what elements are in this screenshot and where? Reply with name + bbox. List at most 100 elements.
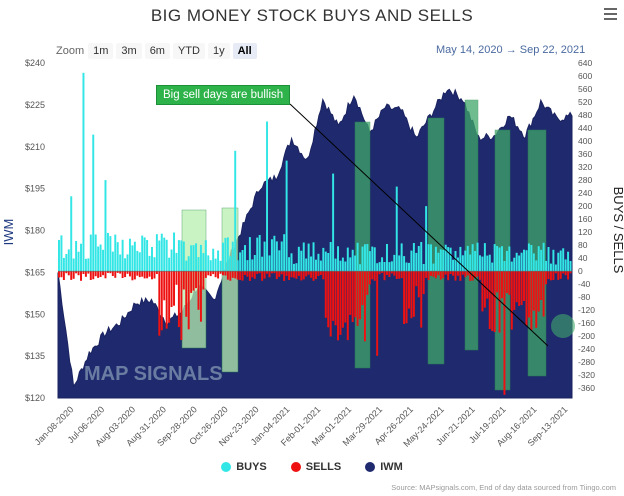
buy-bar [292, 263, 295, 272]
buy-bar [518, 255, 521, 272]
buy-bar [501, 246, 503, 272]
sell-bar [251, 271, 254, 278]
sell-bar [280, 271, 283, 275]
right-tick-label: 80 [578, 240, 588, 250]
buy-bar [300, 250, 303, 272]
sell-bar [567, 271, 570, 280]
sell-bar [92, 271, 95, 280]
sell-bar [89, 271, 92, 280]
sell-bar [417, 271, 420, 298]
sell-bar [148, 271, 151, 277]
sell-bar [464, 271, 467, 278]
sell-bar [532, 271, 535, 311]
sell-bar [187, 271, 190, 330]
sell-bar [248, 271, 251, 281]
sell-bar [155, 271, 158, 274]
legend-iwm-marker [365, 462, 376, 472]
buy-bar [151, 247, 153, 272]
range-to[interactable]: Sep 22, 2021 [519, 44, 586, 56]
sell-bar [518, 271, 521, 306]
buy-bar [449, 247, 452, 272]
buy-bar [332, 173, 335, 272]
sell-bar [393, 271, 396, 276]
sell-bar [337, 271, 339, 341]
sell-bar [454, 271, 457, 281]
buy-bar [231, 241, 234, 272]
buy-bar [244, 245, 246, 272]
legend-buys[interactable]: BUYS [221, 461, 267, 473]
buy-bar [67, 249, 70, 272]
right-tick-label: 200 [578, 201, 592, 211]
sell-bar [444, 271, 447, 275]
zoom-1y-button[interactable]: 1y [207, 43, 230, 59]
buy-bar [383, 262, 386, 272]
sell-bar [569, 271, 572, 274]
chart-menu-icon[interactable] [604, 8, 617, 23]
zoom-1m-button[interactable]: 1m [88, 43, 114, 59]
zoom-3m-button[interactable]: 3m [116, 43, 142, 59]
sell-bar [381, 271, 384, 273]
sell-bar [552, 271, 555, 280]
buy-bar [371, 246, 374, 272]
buy-bar [224, 237, 227, 272]
buy-bar [148, 255, 151, 272]
buy-bar [94, 234, 97, 272]
buy-bar [393, 254, 396, 272]
zoom-all-button[interactable]: All [232, 43, 257, 59]
buy-bar [106, 232, 109, 272]
sell-bar [535, 271, 538, 328]
left-tick-label: $180 [25, 226, 45, 236]
buy-bar [476, 242, 479, 272]
buy-bar [58, 240, 60, 272]
sell-bar [138, 271, 141, 278]
right-tick-label: -280 [578, 357, 595, 367]
sell-bar [102, 271, 105, 276]
range-from[interactable]: May 14, 2020 [436, 44, 503, 56]
sell-bar [349, 271, 352, 315]
sell-bar [253, 271, 256, 279]
sell-bar [146, 271, 149, 279]
sell-bar [300, 271, 303, 281]
buy-bar [163, 237, 166, 272]
buy-bar [173, 232, 175, 272]
buy-bar [346, 247, 349, 272]
buy-bar [496, 246, 499, 272]
sell-bar [486, 271, 489, 299]
buy-bar [236, 260, 239, 272]
sell-bar [439, 271, 442, 280]
right-tick-label: -120 [578, 305, 595, 315]
buy-bar [498, 247, 501, 272]
sell-bar [356, 271, 359, 326]
legend-sells[interactable]: SELLS [290, 461, 341, 473]
buy-bar [523, 249, 526, 272]
right-tick-label: 320 [578, 162, 592, 172]
sell-bar [226, 271, 229, 280]
left-tick-label: $135 [25, 351, 45, 361]
buy-bar [422, 264, 425, 272]
buy-bar [114, 234, 117, 272]
sell-bar [491, 271, 494, 331]
sell-bar [312, 271, 315, 281]
buy-bar [469, 254, 472, 272]
buy-bar [388, 262, 391, 272]
legend-iwm[interactable]: IWM [365, 461, 403, 473]
buy-bar [65, 254, 68, 272]
buy-bar [256, 237, 259, 272]
date-range[interactable]: May 14, 2020 → Sep 22, 2021 [436, 44, 585, 56]
buy-bar [569, 261, 572, 272]
sell-bar [285, 271, 288, 276]
buy-bar [270, 239, 273, 272]
zoom-label: Zoom [56, 45, 85, 57]
annotation-line [289, 103, 549, 347]
right-tick-label: 600 [578, 71, 592, 81]
sell-bar [278, 271, 281, 277]
sell-bar [263, 271, 266, 279]
zoom-ytd-button[interactable]: YTD [172, 43, 205, 59]
sell-bar [405, 271, 408, 324]
left-tick-label: $120 [25, 393, 45, 403]
sell-bar [268, 271, 271, 278]
sell-bar [452, 271, 455, 276]
buy-bar [505, 250, 508, 272]
buy-bar [204, 240, 207, 272]
zoom-6m-button[interactable]: 6m [144, 43, 170, 59]
